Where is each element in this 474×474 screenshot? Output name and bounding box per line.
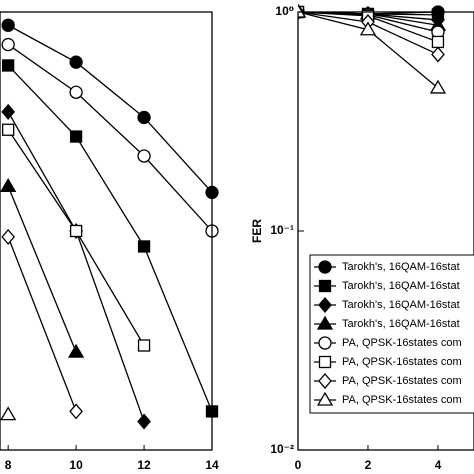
marker [431, 35, 445, 49]
x-tick-label: 10 [69, 458, 83, 472]
marker [69, 224, 83, 238]
marker [69, 55, 83, 69]
marker [137, 110, 151, 125]
x-tick-label: 8 [5, 458, 12, 472]
x-tick-label: 0 [295, 458, 302, 472]
series-line [7, 186, 77, 353]
x-tick-label: 14 [205, 458, 219, 472]
series-line [7, 44, 213, 232]
legend-label: Tarokh's, 16QAM-16stat [342, 318, 460, 330]
marker [137, 240, 151, 253]
marker [69, 85, 83, 99]
marker [431, 46, 445, 63]
marker [429, 79, 447, 94]
y-tick-label: 10⁻¹ [270, 223, 294, 237]
legend-marker [318, 279, 332, 293]
x-tick-label: 2 [365, 458, 372, 472]
marker [69, 130, 83, 143]
legend-marker [316, 391, 334, 406]
marker [2, 123, 15, 136]
legend-marker [318, 297, 332, 313]
marker [1, 37, 15, 52]
y-axis-label: FER [250, 219, 264, 243]
legend-marker [318, 373, 332, 389]
axes-frame [0, 11, 213, 451]
legend-label: Tarokh's, 16QAM-16stat [342, 280, 460, 292]
legend-marker [318, 260, 332, 274]
marker [67, 343, 85, 358]
legend-label: PA, QPSK-16states com [342, 337, 462, 349]
marker [137, 413, 151, 430]
x-tick-label: 4 [435, 458, 442, 472]
marker [137, 339, 151, 352]
series-line [7, 24, 213, 193]
series-line [7, 65, 213, 412]
marker [69, 403, 83, 420]
legend: Tarokh's, 16QAM-16stat Tarokh's, 16QAM-16… [309, 254, 474, 414]
y-tick-label: 10⁻² [270, 442, 294, 456]
legend-label: Tarokh's, 16QAM-16stat [342, 299, 460, 311]
series-line [7, 111, 145, 422]
marker [298, 4, 307, 18]
marker [1, 228, 16, 245]
x-tick-label: 12 [137, 458, 151, 472]
legend-box [309, 254, 474, 414]
marker [137, 149, 151, 163]
legend-label: Tarokh's, 16QAM-16stat [342, 261, 460, 273]
marker [2, 59, 15, 72]
legend-marker [318, 336, 332, 350]
marker [0, 406, 17, 421]
legend-marker [316, 315, 334, 330]
marker [1, 18, 15, 32]
series-line [7, 236, 77, 412]
marker [359, 21, 377, 36]
marker [1, 103, 16, 120]
plot-area [298, 4, 447, 94]
legend-label: PA, QPSK-16states com [342, 356, 462, 368]
legend-label: PA, QPSK-16states com [342, 394, 462, 406]
legend-marker [318, 355, 332, 369]
y-tick-label: 10⁰ [275, 4, 294, 18]
plot-area [0, 18, 219, 430]
marker [0, 178, 17, 192]
legend-label: PA, QPSK-16states com [342, 375, 462, 387]
